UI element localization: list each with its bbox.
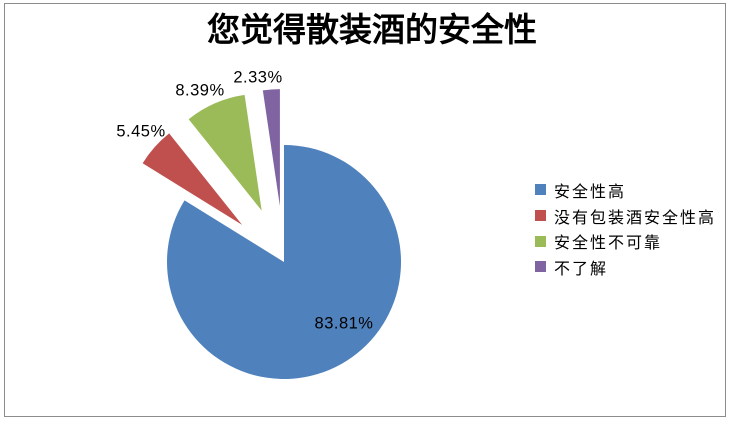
legend-item-label: 安全性高 — [554, 183, 627, 201]
legend-swatch-icon — [535, 184, 546, 196]
chart-legend: 安全性高没有包装酒安全性高 安全性不可靠 不了解 — [535, 177, 716, 280]
pie-slice-2 — [142, 133, 243, 225]
pie-slice-1 — [167, 145, 402, 380]
pie-slice-3 — [188, 94, 262, 211]
slice-label-3: 8.39% — [175, 81, 225, 99]
legend-swatch-icon — [535, 210, 546, 222]
pie-slice-4 — [262, 89, 280, 207]
legend-item-label: 安全性不可靠 — [554, 235, 663, 253]
legend-swatch-icon — [535, 261, 546, 273]
legend-item-2: 没有包装酒安全性高 — [535, 203, 716, 229]
slice-label-1: 83.81% — [314, 314, 374, 333]
legend-item-4: 不了解 — [535, 254, 716, 280]
legend-item-label: 没有包装酒安全性高 — [554, 209, 717, 227]
legend-swatch-icon — [535, 235, 546, 247]
slice-label-4: 2.33% — [233, 68, 283, 86]
slice-label-2: 5.45% — [116, 122, 166, 141]
legend-item-label: 不了解 — [554, 260, 609, 278]
chart-title: 您觉得散装酒的安全性 — [207, 13, 537, 49]
legend-item-3: 安全性不可靠 — [535, 228, 716, 254]
legend-item-1: 安全性高 — [535, 177, 716, 203]
